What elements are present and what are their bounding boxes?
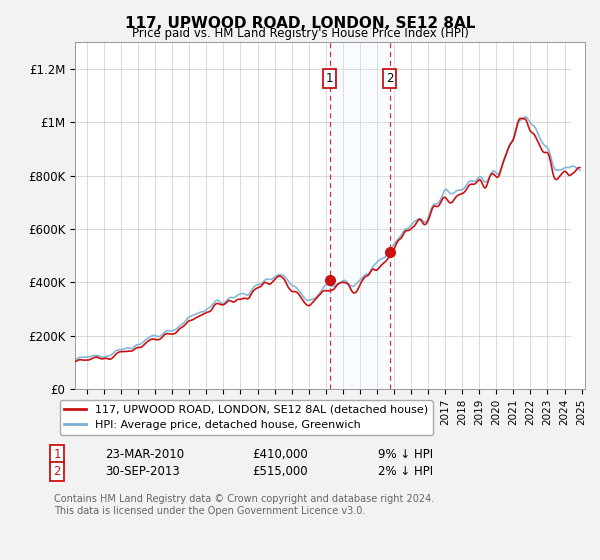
Legend: 117, UPWOOD ROAD, LONDON, SE12 8AL (detached house), HPI: Average price, detache: 117, UPWOOD ROAD, LONDON, SE12 8AL (deta… xyxy=(59,400,433,435)
Bar xyxy=(329,42,389,389)
Text: 117, UPWOOD ROAD, LONDON, SE12 8AL: 117, UPWOOD ROAD, LONDON, SE12 8AL xyxy=(125,16,475,31)
Text: 1: 1 xyxy=(53,448,61,461)
Bar xyxy=(571,42,590,389)
Text: 23-MAR-2010: 23-MAR-2010 xyxy=(105,448,184,461)
Text: 2% ↓ HPI: 2% ↓ HPI xyxy=(378,465,433,478)
Text: £515,000: £515,000 xyxy=(252,465,308,478)
Text: 1: 1 xyxy=(326,72,334,85)
Text: £410,000: £410,000 xyxy=(252,448,308,461)
Text: 30-SEP-2013: 30-SEP-2013 xyxy=(105,465,180,478)
Text: 2: 2 xyxy=(53,465,61,478)
Text: Contains HM Land Registry data © Crown copyright and database right 2024.
This d: Contains HM Land Registry data © Crown c… xyxy=(54,494,434,516)
Text: 9% ↓ HPI: 9% ↓ HPI xyxy=(378,448,433,461)
Text: 2: 2 xyxy=(386,72,394,85)
Text: Price paid vs. HM Land Registry's House Price Index (HPI): Price paid vs. HM Land Registry's House … xyxy=(131,27,469,40)
